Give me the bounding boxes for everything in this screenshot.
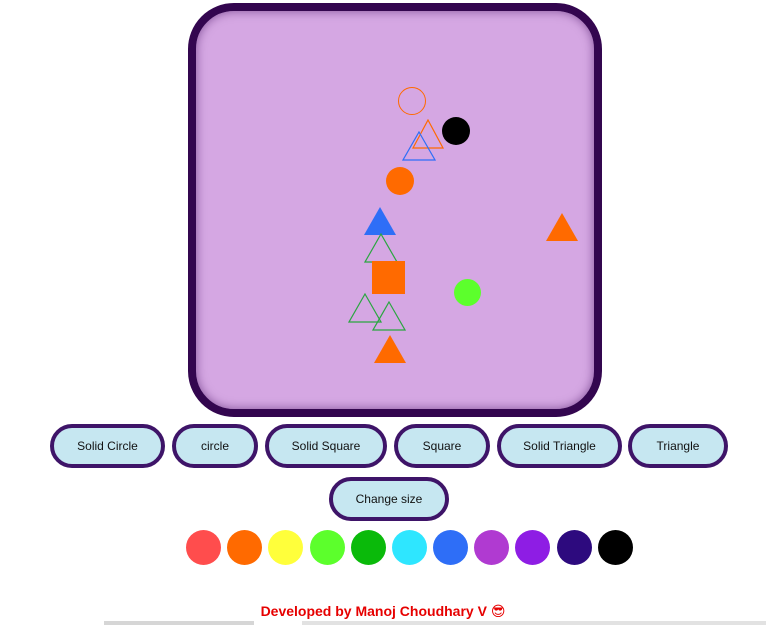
color-swatch-violet[interactable] [515, 530, 550, 565]
canvas-shape [386, 167, 414, 195]
color-swatch-blue[interactable] [433, 530, 468, 565]
solid-square-button[interactable]: Solid Square [265, 424, 387, 468]
canvas-shape [398, 87, 426, 115]
color-swatch-red[interactable] [186, 530, 221, 565]
color-swatch-yellow[interactable] [268, 530, 303, 565]
drawing-canvas[interactable] [188, 3, 602, 417]
developer-credit-text: Developed by Manoj Choudhary V [260, 603, 487, 619]
color-swatch-lime[interactable] [310, 530, 345, 565]
developer-credit: Developed by Manoj Choudhary V 😎 [0, 603, 766, 620]
horizontal-scrollbar[interactable] [0, 621, 766, 625]
canvas-shape [372, 301, 406, 331]
canvas-shape [402, 131, 436, 161]
circle-button[interactable]: circle [172, 424, 258, 468]
solid-circle-button[interactable]: Solid Circle [50, 424, 165, 468]
canvas-shape [546, 213, 578, 241]
sunglasses-emoji-icon: 😎 [490, 603, 506, 619]
canvas-shape [348, 293, 382, 323]
scrollbar-segment[interactable] [302, 621, 766, 625]
color-swatch-orange[interactable] [227, 530, 262, 565]
solid-triangle-button[interactable]: Solid Triangle [497, 424, 622, 468]
canvas-shape [364, 233, 398, 263]
canvas-shape [374, 335, 406, 363]
change-size-button[interactable]: Change size [329, 477, 449, 521]
color-swatch-black[interactable] [598, 530, 633, 565]
canvas-shape [372, 261, 405, 294]
color-swatch-green[interactable] [351, 530, 386, 565]
canvas-shape [364, 207, 396, 235]
color-swatch-cyan[interactable] [392, 530, 427, 565]
color-swatch-purple[interactable] [474, 530, 509, 565]
scrollbar-segment[interactable] [104, 621, 254, 625]
square-button[interactable]: Square [394, 424, 490, 468]
canvas-shape [454, 279, 481, 306]
color-swatch-indigo[interactable] [557, 530, 592, 565]
canvas-shape [442, 117, 470, 145]
triangle-button[interactable]: Triangle [628, 424, 728, 468]
